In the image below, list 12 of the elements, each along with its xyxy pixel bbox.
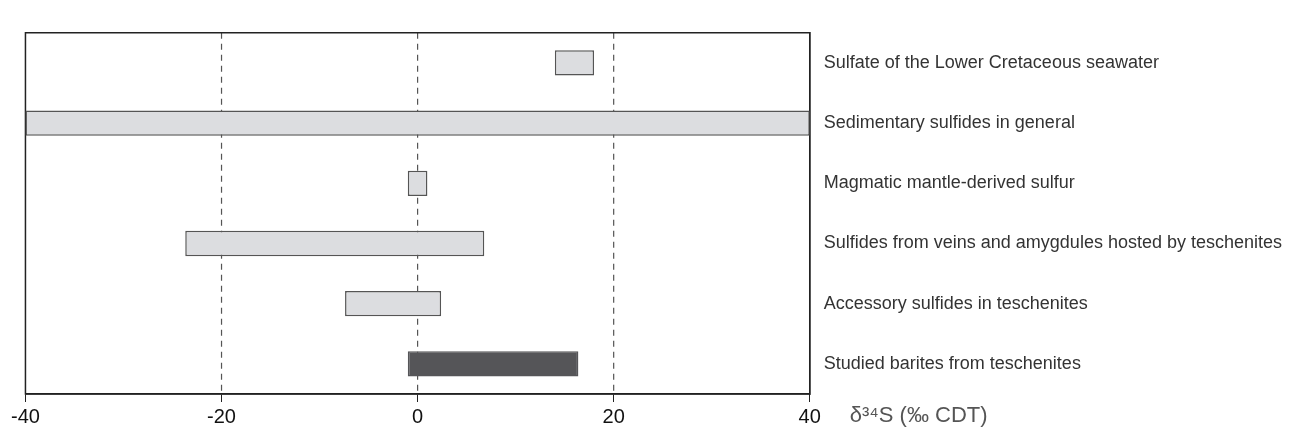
x-tick-label: -20 bbox=[207, 404, 236, 427]
x-tick-label: 40 bbox=[798, 404, 821, 427]
x-tick-label: 0 bbox=[412, 404, 424, 427]
x-axis-title: δ³⁴S (‰ CDT) bbox=[849, 402, 988, 428]
y-tick-label: Accessory sulfides in teschenites bbox=[823, 292, 1088, 313]
x-tick-label: -40 bbox=[11, 404, 40, 427]
y-tick-label: Sulfate of the Lower Cretaceous seawater bbox=[823, 51, 1159, 72]
y-tick-label: Magmatic mantle-derived sulfur bbox=[823, 172, 1075, 193]
y-tick-label: Sedimentary sulfides in general bbox=[823, 112, 1075, 133]
x-tick-label: 20 bbox=[602, 404, 625, 427]
y-tick-label: Studied barites from teschenites bbox=[823, 352, 1081, 373]
y-tick-label: Sulfides from veins and amygdules hosted by teschenites bbox=[823, 232, 1283, 253]
